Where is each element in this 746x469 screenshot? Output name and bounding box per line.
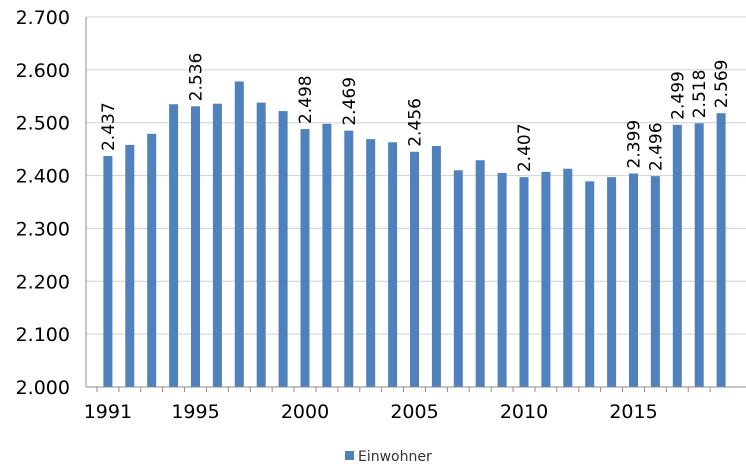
data-labels: 2.437 2.536 2.498 2.469 2.456 2.407 2.399 2.496… — [99, 53, 732, 173]
x-tick-label: 2000 — [281, 401, 329, 423]
y-tick-label: 2.700 — [16, 7, 70, 29]
bar-1992 — [125, 144, 135, 387]
x-tick-label: 2010 — [500, 401, 548, 423]
bar-1999 — [278, 111, 288, 387]
bar-1996 — [212, 103, 222, 387]
x-tick-label: 1991 — [84, 401, 132, 423]
y-tick-label: 2.300 — [16, 218, 70, 240]
legend-label-einwohner: Einwohner — [358, 449, 432, 465]
bar-2003 — [366, 139, 376, 387]
bars — [103, 81, 726, 388]
bar-2012 — [563, 168, 573, 387]
bar-2000 — [300, 129, 310, 388]
data-label-2010: 2.407 — [515, 123, 535, 172]
data-label-2002: 2.469 — [340, 77, 360, 126]
y-tick-label: 2.400 — [16, 166, 70, 188]
y-tick-label: 2.200 — [16, 271, 70, 293]
bar-1998 — [256, 102, 266, 387]
data-label-1991: 2.437 — [99, 102, 119, 151]
bar-2008 — [475, 160, 485, 387]
x-tick-label: 2005 — [390, 401, 438, 423]
y-tick-label: 2.600 — [16, 60, 70, 82]
bar-2007 — [453, 170, 463, 387]
x-tick-label: 2015 — [609, 401, 657, 423]
y-tick-label: 2.100 — [16, 324, 70, 346]
data-label-2005: 2.456 — [406, 98, 426, 147]
bar-2019 — [716, 113, 726, 387]
data-label-2017: 2.499 — [668, 71, 688, 120]
bar-1997 — [234, 81, 244, 387]
bar-2011 — [541, 171, 551, 387]
data-label-2016: 2.496 — [646, 122, 666, 171]
y-tick-label: 2.500 — [16, 113, 70, 135]
bar-2016 — [650, 176, 660, 387]
y-tick-label: 2.000 — [16, 377, 70, 399]
bar-2018 — [694, 123, 704, 387]
bar-2005 — [410, 151, 419, 387]
data-label-2019: 2.569 — [712, 60, 732, 109]
bar-1991 — [103, 156, 113, 387]
bar-2001 — [322, 123, 332, 388]
bar-2014 — [607, 177, 617, 387]
data-label-2018: 2.518 — [690, 70, 710, 119]
x-axis: 1991 1995 2000 2005 2010 2015 — [84, 386, 746, 423]
bar-2006 — [431, 145, 441, 387]
bar-2015 — [629, 173, 638, 387]
bar-1994 — [169, 104, 179, 387]
bar-2017 — [672, 124, 682, 387]
data-label-2015: 2.399 — [625, 120, 645, 169]
bar-2009 — [497, 172, 507, 387]
y-axis: 2.000 2.100 2.200 2.300 2.400 2.500 2.600 2.700 — [16, 7, 87, 399]
legend-swatch-einwohner — [345, 451, 354, 460]
bar-1993 — [147, 133, 157, 387]
bar-2010 — [519, 177, 529, 387]
data-label-1995: 2.536 — [187, 53, 207, 102]
x-tick-label: 1995 — [171, 401, 219, 423]
bar-1995 — [191, 106, 200, 387]
bar-2013 — [585, 181, 595, 387]
bar-2004 — [388, 142, 398, 387]
legend: Einwohner — [345, 449, 432, 465]
bar-2002 — [344, 130, 354, 387]
data-label-2000: 2.498 — [296, 75, 316, 124]
